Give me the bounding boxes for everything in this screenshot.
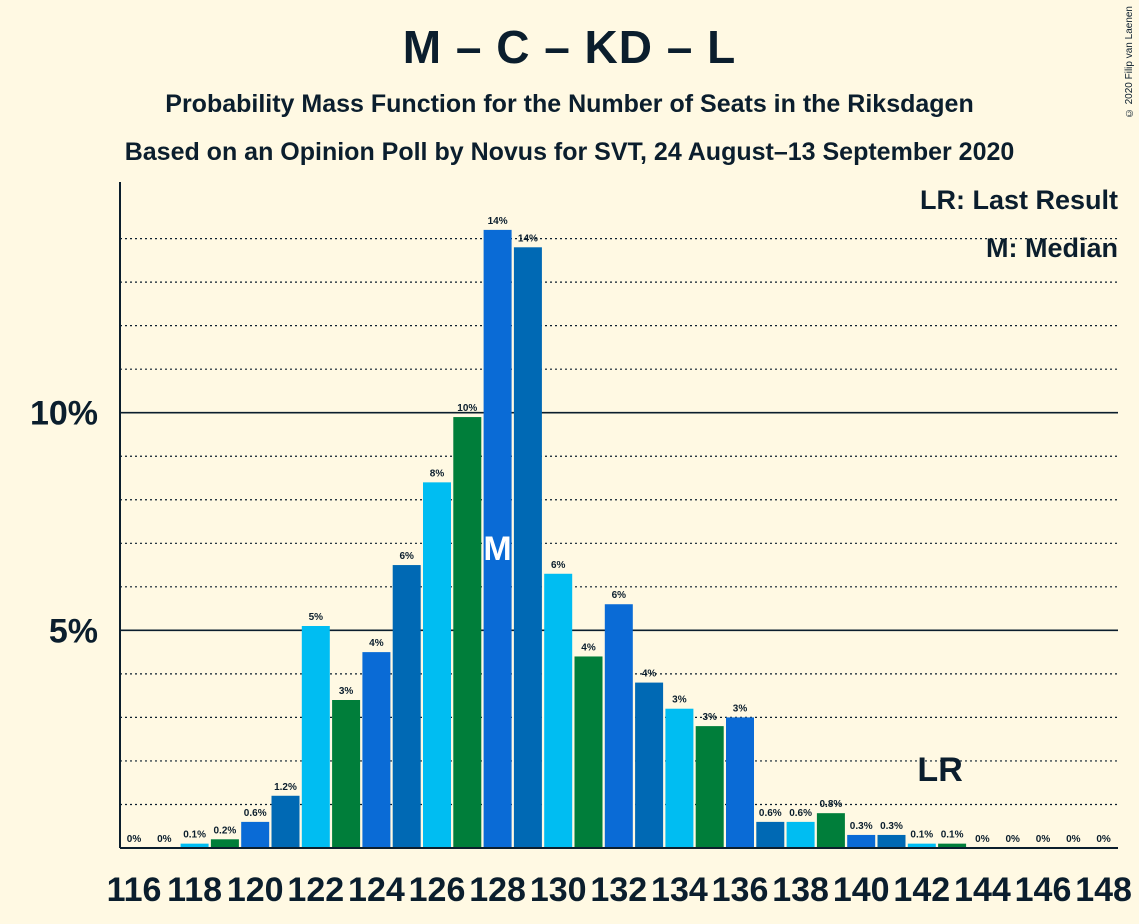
bar-seats-120 [241,821,270,848]
bar-seats-119 [210,839,239,848]
data-label: 10% [457,403,477,414]
bar-seats-127 [453,417,482,848]
data-label: 4% [581,642,596,653]
chart-subtitle-poll: Based on an Opinion Poll by Novus for SV… [124,138,1015,166]
bar-seats-123 [332,700,361,848]
y-tick-label: 5% [49,612,98,650]
bar-seats-141 [877,834,906,848]
data-label: 0% [157,834,172,845]
data-label: 0.6% [789,808,812,819]
bar-seats-129 [513,247,542,848]
bar-seats-124 [362,652,391,848]
x-tick-label: 118 [167,871,222,909]
x-tick-label: 120 [227,871,284,909]
data-label: 0% [127,834,142,845]
last-result-marker: LR [917,751,962,789]
bar-seats-140 [847,834,876,848]
x-tick-label: 146 [1015,871,1072,909]
x-tick-label: 142 [893,871,950,909]
data-label: 0.1% [910,830,933,841]
data-label: 14% [488,216,508,227]
bar-seats-131 [574,656,603,848]
bar-seats-122 [301,626,330,848]
x-tick-label: 134 [651,871,708,909]
chart-subtitle: Probability Mass Function for the Number… [165,90,974,118]
x-tick-label: 136 [712,871,769,909]
bar-seats-121 [271,795,300,848]
bar-seats-133 [635,682,664,848]
y-tick-label: 10% [30,395,98,433]
data-label: 6% [612,590,627,601]
bar-seats-142 [907,843,936,848]
data-label: 0% [975,834,990,845]
data-label: 4% [369,638,384,649]
x-tick-label: 132 [590,871,647,909]
bar-seats-139 [816,813,845,848]
data-label: 14% [518,233,538,244]
median-marker: M [483,530,511,568]
bar-seats-143 [938,843,967,848]
data-label: 5% [309,612,324,623]
data-label: 8% [430,468,445,479]
data-label: 4% [642,669,657,680]
bar-seats-138 [786,821,815,848]
data-label: 0.6% [244,808,267,819]
bar-seats-128 [483,229,512,849]
data-label: 1.2% [274,782,297,793]
data-label: 0.3% [880,821,903,832]
data-label: 0% [1096,834,1111,845]
bar-seats-132 [604,604,633,848]
bar-seats-135 [695,726,724,848]
chart-title: M – C – KD – L [402,21,737,73]
x-tick-label: 144 [954,871,1011,909]
data-label: 0% [1036,834,1051,845]
bar-seats-134 [665,708,694,848]
x-tick-label: 124 [348,871,405,909]
data-label: 0.1% [183,830,206,841]
data-label: 0.6% [759,808,782,819]
bar-seats-125 [392,565,421,848]
data-label: 0% [1066,834,1081,845]
bar-seats-136 [726,717,754,848]
data-label: 0% [1005,834,1020,845]
bar-seats-130 [544,573,573,848]
data-label: 3% [733,703,748,714]
x-tick-label: 148 [1075,871,1132,909]
x-tick-label: 140 [833,871,890,909]
data-label: 0.2% [214,825,237,836]
data-label: 3% [339,686,354,697]
bar-seats-137 [756,821,785,848]
bar-seats-118 [180,843,209,848]
data-label: 3% [702,712,717,723]
data-label: 0.3% [850,821,873,832]
data-label: 0.8% [820,799,843,810]
x-tick-label: 122 [287,871,344,909]
x-tick-label: 138 [772,871,829,909]
x-tick-label: 130 [530,871,587,909]
data-label: 6% [399,551,414,562]
x-tick-label: 128 [469,871,526,909]
data-label: 3% [672,695,687,706]
legend-last-result: LR: Last Result [920,185,1118,215]
data-label: 0.1% [941,830,964,841]
legend-median: M: Median [986,233,1118,263]
data-label: 6% [551,560,566,571]
bar-seats-126 [423,482,451,848]
x-tick-label: 126 [409,871,466,909]
x-tick-label: 116 [107,871,162,909]
